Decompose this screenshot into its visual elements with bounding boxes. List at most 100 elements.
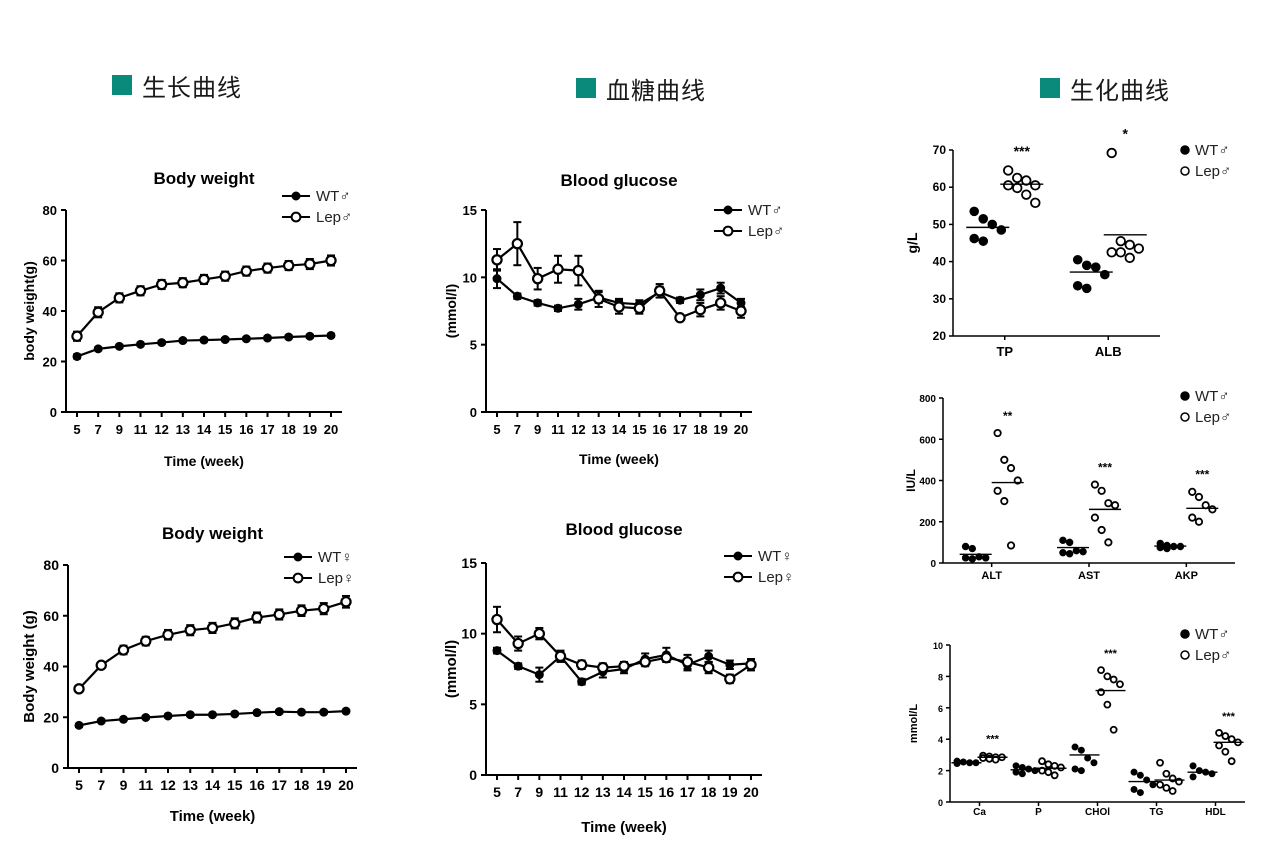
data-point [198, 273, 210, 286]
data-point [1104, 499, 1113, 508]
y-tick-label: 20 [43, 709, 59, 725]
data-point [1018, 770, 1026, 778]
data-point [1000, 455, 1009, 464]
significance-label: *** [986, 734, 1000, 746]
data-point [219, 270, 231, 282]
x-tick-label: 19 [722, 784, 738, 800]
section-header-biochem: 生化曲线 [1040, 71, 1170, 105]
data-point [512, 637, 524, 650]
y-tick-label: 20 [43, 355, 57, 370]
data-point [968, 544, 977, 553]
data-point [714, 297, 727, 309]
x-tick-label: TG [1150, 807, 1164, 818]
chart-title: Blood glucose [565, 520, 682, 539]
data-point [72, 351, 82, 361]
x-tick-label: 20 [338, 777, 354, 793]
data-point [340, 596, 352, 608]
section-header-glucose: 血糖曲线 [576, 71, 706, 105]
legend-marker [292, 572, 304, 584]
x-tick-label: 14 [612, 422, 627, 437]
data-point [261, 262, 274, 274]
data-point [240, 265, 253, 277]
data-point [1030, 180, 1041, 191]
legend-marker [291, 191, 301, 201]
data-point [1072, 280, 1083, 291]
data-point [252, 708, 262, 718]
data-point [675, 295, 685, 305]
data-point [305, 331, 315, 341]
data-point [162, 629, 174, 641]
data-point [1168, 787, 1177, 795]
data-point [1012, 182, 1023, 194]
data-point [117, 644, 130, 656]
data-point [1006, 464, 1016, 473]
data-point [597, 661, 609, 674]
data-point [1109, 725, 1118, 734]
x-tick-label: 16 [659, 784, 675, 800]
data-point [1162, 783, 1171, 792]
y-tick-label: 8 [938, 672, 943, 682]
data-point [95, 659, 107, 671]
data-point [572, 264, 585, 277]
x-tick-label: 16 [249, 777, 265, 793]
data-point [284, 332, 294, 342]
data-point [177, 277, 189, 289]
data-point [1133, 243, 1144, 254]
y-tick-label: 80 [43, 557, 59, 573]
data-point [113, 292, 126, 304]
data-point [251, 611, 263, 624]
data-point [1030, 197, 1041, 209]
legend-marker [1180, 145, 1190, 155]
y-tick-label: 10 [933, 641, 943, 651]
x-tick-label: 5 [493, 784, 501, 800]
data-point [1106, 247, 1117, 258]
x-tick-label: 11 [138, 777, 153, 793]
data-point [573, 299, 583, 309]
x-tick-label: P [1035, 807, 1042, 818]
data-point [613, 301, 625, 313]
x-tick-label: 7 [95, 422, 102, 437]
x-tick-label: 5 [73, 422, 80, 437]
data-point [575, 659, 588, 671]
data-point [1081, 260, 1092, 271]
data-point [554, 650, 567, 662]
data-point [1059, 548, 1067, 557]
data-point [1044, 768, 1053, 777]
protein-scatter-chart: 20 30 40 50 60 70 g/L TP *** ALB * WT♂ Lep♂ [904, 126, 1231, 359]
section-header-growth: 生长曲线 [112, 68, 242, 102]
data-point [1215, 741, 1223, 750]
x-tick-label: AKP [1175, 570, 1198, 582]
data-point [1194, 517, 1204, 526]
y-axis-label: body weight(g) [21, 261, 37, 361]
data-point [326, 330, 336, 340]
data-point [1136, 789, 1144, 797]
data-point [1221, 747, 1230, 756]
data-point [1115, 247, 1126, 258]
data-point [633, 302, 646, 315]
data-point [653, 285, 666, 297]
significance-label: * [1123, 126, 1129, 142]
legend-marker [733, 551, 743, 561]
section-marker-icon [576, 78, 596, 98]
data-point [968, 555, 977, 563]
x-tick-label: 12 [154, 422, 168, 437]
x-axis-label: Time (week) [164, 453, 244, 469]
data-point [1081, 283, 1092, 294]
data-point [716, 283, 726, 293]
data-point [959, 758, 967, 766]
data-point [319, 707, 329, 717]
data-point [1097, 525, 1106, 535]
significance-label: *** [1104, 648, 1118, 660]
data-point [592, 293, 605, 305]
legend-label: Lep♂ [1195, 409, 1231, 426]
data-point [681, 656, 694, 668]
y-tick-label: 40 [43, 659, 59, 675]
data-point [134, 285, 147, 297]
data-point [1072, 254, 1083, 265]
data-point [1025, 765, 1033, 773]
data-point [263, 333, 272, 343]
x-tick-label: 7 [514, 422, 521, 437]
y-tick-label: 200 [919, 518, 936, 529]
data-point [96, 716, 106, 726]
x-tick-label: 9 [535, 784, 543, 800]
